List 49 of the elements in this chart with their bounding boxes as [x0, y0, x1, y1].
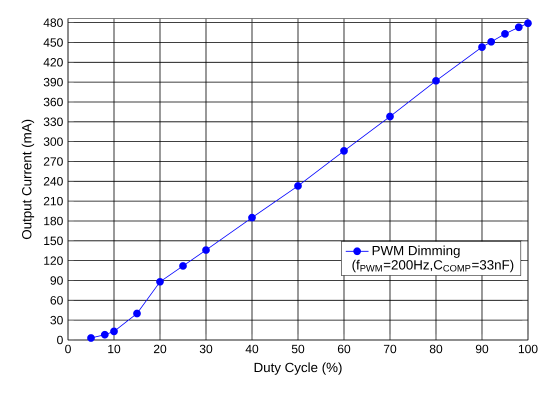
- annotation: (f$_{PWM}$=200Hz,C$_{COMP}$=33nF): [352, 260, 514, 272]
- point: [248, 214, 256, 222]
- y-tick-label: 360: [44, 98, 63, 106]
- point: [202, 246, 210, 254]
- x-tick-label: 30: [200, 344, 212, 354]
- y-tick-label: 390: [44, 78, 63, 86]
- y-tick-label: 330: [44, 118, 63, 126]
- point: [432, 76, 440, 85]
- x-tick-label: 20: [154, 344, 166, 354]
- y-tick-label: 480: [44, 18, 63, 27]
- point: [478, 43, 486, 51]
- y-tick-label: 90: [50, 276, 63, 285]
- x-tick-label: 80: [430, 344, 442, 354]
- point: [87, 334, 95, 342]
- y-tick-label: 270: [44, 157, 63, 166]
- y-tick-label: 450: [44, 38, 63, 47]
- y-tick-label: 210: [44, 196, 63, 206]
- y-tick-label: 0: [57, 336, 63, 344]
- point: [524, 19, 532, 28]
- y-tick-label: 120: [44, 256, 63, 265]
- point: [386, 112, 394, 120]
- x-tick-label: 40: [246, 344, 258, 354]
- legend-label: PWM Dimming: [372, 245, 460, 258]
- y-axis-title: Output Current (mA): [22, 120, 34, 240]
- x-tick-label: 70: [384, 344, 396, 354]
- point: [340, 147, 348, 155]
- x-tick-label: 50: [292, 344, 304, 354]
- y-tick-label: 420: [44, 58, 63, 67]
- y-tick-label: 150: [44, 236, 63, 246]
- y-tick-label: 300: [44, 137, 63, 146]
- point: [133, 310, 141, 318]
- point: [514, 23, 523, 32]
- x-tick-label: 10: [108, 344, 120, 354]
- point: [100, 330, 109, 339]
- x-tick-label: 100: [518, 344, 538, 354]
- y-tick-label: 240: [44, 177, 63, 186]
- point: [487, 38, 496, 46]
- point: [110, 328, 118, 336]
- point: [294, 182, 302, 190]
- y-tick-label: 30: [50, 316, 63, 324]
- x-tick-label: 60: [338, 344, 350, 354]
- point: [156, 278, 164, 286]
- point: [501, 30, 509, 38]
- point: [179, 262, 187, 270]
- x-axis-title: Duty Cycle (%): [254, 362, 342, 375]
- x-tick-label: 90: [476, 344, 488, 354]
- x-tick-label: 0: [65, 344, 71, 354]
- y-tick-label: 180: [44, 216, 63, 226]
- y-tick-label: 60: [50, 296, 63, 305]
